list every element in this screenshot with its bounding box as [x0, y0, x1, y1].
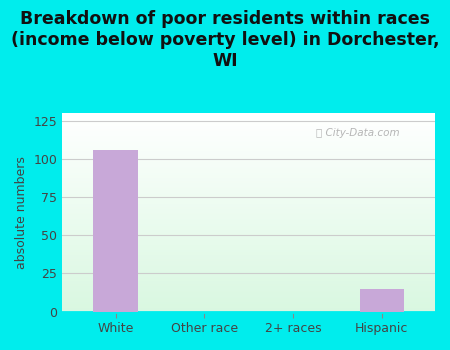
Bar — [93, 150, 138, 312]
Text: Breakdown of poor residents within races
(income below poverty level) in Dorches: Breakdown of poor residents within races… — [11, 10, 439, 70]
Text: ⓘ City-Data.com: ⓘ City-Data.com — [316, 128, 399, 138]
Y-axis label: absolute numbers: absolute numbers — [15, 156, 28, 269]
Bar — [360, 289, 404, 312]
